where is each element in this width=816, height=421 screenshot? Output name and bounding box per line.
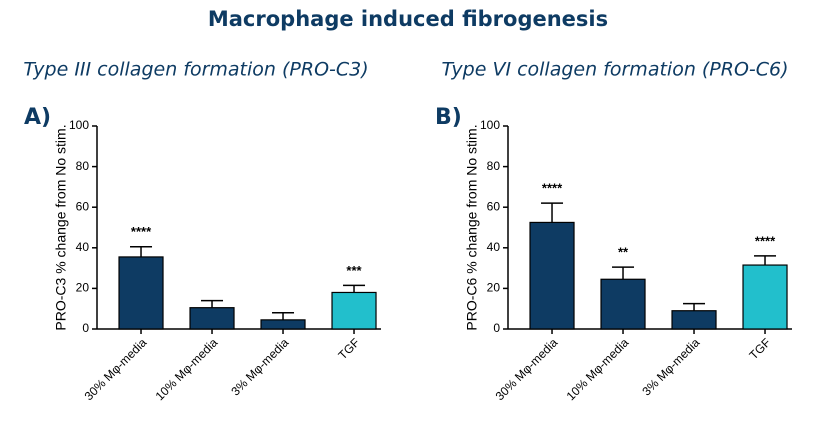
chart-subtitle: Type VI collagen formation (PRO-C6) (441, 59, 788, 81)
x-tick-label: TGF (336, 335, 363, 362)
significance-label: **** (131, 224, 152, 239)
y-tick-label: 40 (76, 240, 90, 254)
bar (189, 307, 235, 330)
bar (742, 264, 788, 330)
significance-label: **** (542, 181, 563, 196)
significance-label: **** (755, 233, 776, 248)
y-tick-label: 100 (480, 118, 500, 132)
bar (671, 310, 717, 330)
y-tick-label: 80 (487, 159, 501, 173)
y-axis-label: PRO-C3 % change from No stim. (53, 124, 69, 330)
y-tick-label: 80 (76, 159, 90, 173)
significance-label: *** (346, 263, 362, 278)
x-tick-label: 30% Mφ-media (493, 335, 561, 403)
bar (529, 221, 575, 330)
chart-subtitle: Type III collagen formation (PRO-C3) (23, 59, 368, 81)
panel-label: B) (435, 105, 462, 130)
x-tick-label: TGF (747, 335, 774, 362)
bar (600, 278, 646, 330)
bar (260, 319, 306, 330)
x-tick-label: 3% Mφ-media (228, 335, 291, 398)
y-tick-label: 0 (82, 321, 89, 335)
significance-label: ** (618, 245, 629, 260)
panel-label: A) (24, 105, 51, 130)
x-tick-label: 30% Mφ-media (82, 335, 150, 403)
bar (118, 256, 164, 330)
x-tick-label: 3% Mφ-media (639, 335, 702, 398)
y-tick-label: 20 (76, 281, 90, 295)
x-tick-label: 10% Mφ-media (564, 335, 632, 403)
y-tick-label: 60 (487, 199, 501, 213)
y-axis-label: PRO-C6 % change from No stim. (464, 124, 480, 330)
y-tick-label: 100 (69, 118, 89, 132)
figure-title: Macrophage induced fibrogenesis (208, 7, 608, 31)
y-tick-label: 60 (76, 199, 90, 213)
y-tick-label: 20 (487, 281, 501, 295)
y-tick-label: 0 (493, 321, 500, 335)
y-tick-label: 40 (487, 240, 501, 254)
x-tick-label: 10% Mφ-media (153, 335, 221, 403)
bar (331, 291, 377, 330)
